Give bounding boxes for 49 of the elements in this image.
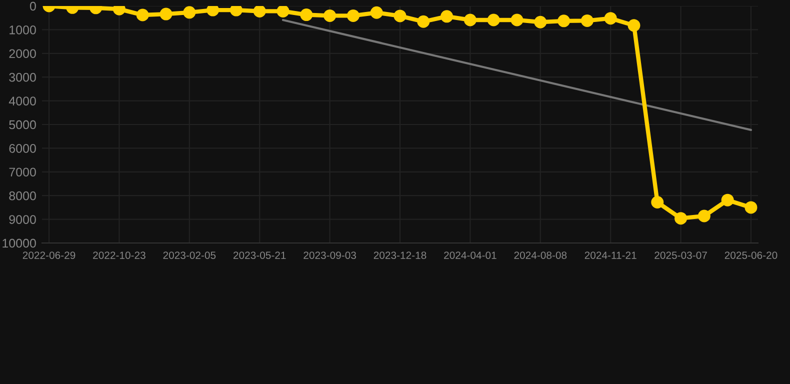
point: [651, 196, 664, 208]
point: [183, 6, 196, 19]
x-tick-label: 2025-06-20: [724, 252, 778, 259]
y-tick-label: 4000: [8, 96, 36, 106]
point: [534, 16, 547, 28]
point: [487, 14, 500, 26]
point: [324, 9, 336, 22]
point: [628, 19, 640, 32]
y-tick-label: 7000: [9, 168, 36, 177]
point: [674, 212, 688, 225]
point: [276, 6, 290, 18]
y-tick-label: 0: [30, 2, 36, 11]
point: [394, 10, 406, 22]
y-tick-label: 9000: [9, 215, 36, 224]
point: [558, 14, 570, 28]
x-tick-label: 2023-05-21: [233, 252, 286, 259]
x-tick-label: 2025-03-07: [654, 252, 707, 259]
point: [346, 9, 360, 22]
point: [370, 6, 383, 19]
x-tick-label: 2022-10-23: [93, 252, 146, 259]
x-tick-label: 2023-12-18: [374, 252, 426, 259]
point: [604, 12, 617, 25]
x-tick-label: 2024-04-01: [444, 252, 496, 259]
x-tick-label: 2023-02-05: [163, 252, 216, 259]
point: [300, 8, 313, 22]
point: [136, 8, 149, 22]
y-tick-label: 5000: [9, 120, 36, 130]
point: [580, 14, 594, 27]
x-tick-label: 2024-11-21: [584, 252, 636, 259]
point: [721, 194, 734, 206]
point: [417, 15, 430, 28]
y-tick-label: 2000: [9, 49, 36, 58]
x-tick-label: 2023-09-03: [304, 252, 356, 259]
point: [510, 14, 524, 26]
y-tick-label: 1000: [10, 26, 36, 34]
x-tick-label: 2022-06-29: [22, 252, 76, 259]
y-tick-label: 10000: [2, 238, 36, 248]
point: [744, 201, 758, 214]
point: [253, 6, 266, 18]
point: [440, 10, 454, 23]
y-tick-label: 6000: [9, 144, 36, 153]
point: [206, 6, 220, 16]
x-tick-label: 2024-08-08: [514, 252, 567, 259]
point: [698, 210, 710, 222]
point: [160, 8, 172, 20]
y-tick-label: 3000: [9, 72, 36, 82]
y-tick-label: 8000: [9, 191, 36, 200]
point: [230, 6, 242, 16]
point: [464, 14, 476, 26]
